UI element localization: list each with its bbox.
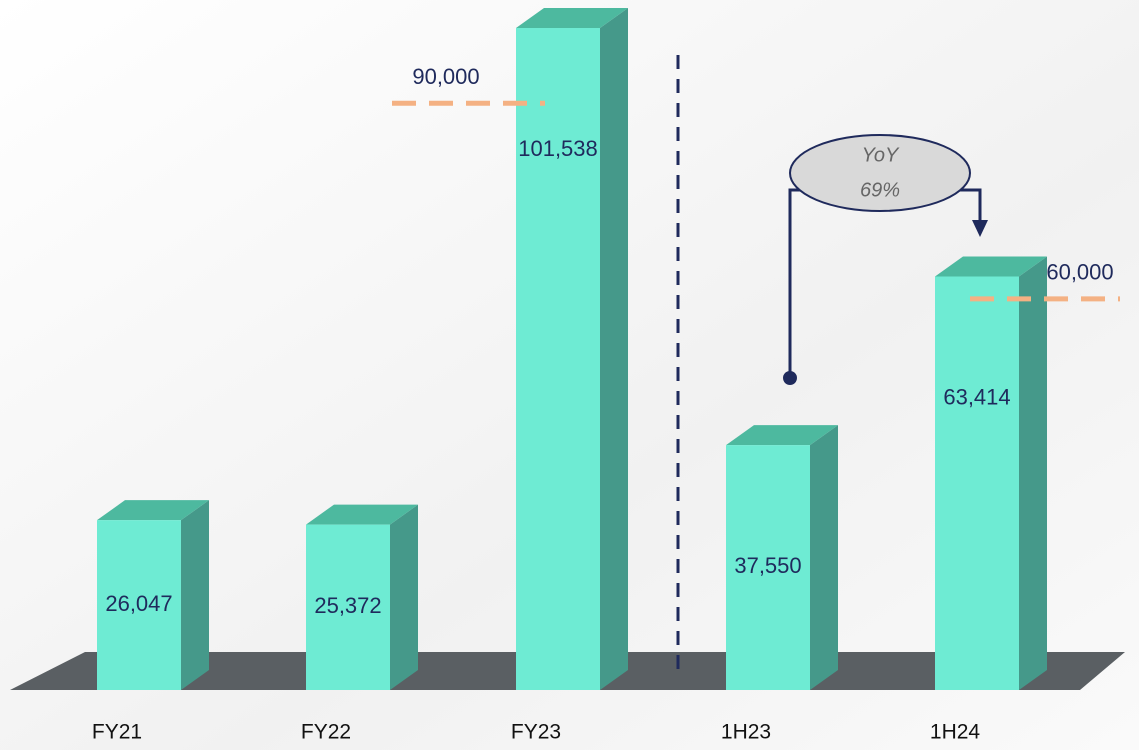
yoy-arrowhead [972, 220, 988, 237]
value-label: 63,414 [943, 384, 1010, 409]
yoy-arrow-line [960, 188, 982, 222]
bar-top [516, 8, 628, 28]
yoy-bubble [789, 134, 971, 212]
bar [97, 500, 209, 690]
bar-front [935, 276, 1019, 690]
bar-front [306, 524, 390, 690]
bar-side [1019, 256, 1047, 690]
bar [726, 425, 838, 690]
x-tick-label: FY22 [301, 721, 351, 744]
bar-top [726, 425, 838, 446]
bar-side [810, 425, 838, 690]
target-label: 90,000 [412, 64, 479, 89]
bar-side [600, 8, 628, 690]
value-label: 37,550 [734, 553, 801, 578]
bar-front [516, 28, 600, 690]
bar-top [306, 504, 418, 525]
bar-side [181, 500, 209, 690]
yoy-dot [783, 371, 797, 385]
yoy-value: 69% [860, 179, 900, 201]
bar-side [390, 504, 418, 690]
value-label: 101,538 [518, 136, 598, 161]
yoy-text: YoY [862, 144, 900, 166]
value-label: 25,372 [314, 593, 381, 618]
bar-front [97, 520, 181, 690]
bar [935, 256, 1047, 690]
bar-front [726, 445, 810, 690]
x-tick-label: 1H24 [930, 721, 981, 744]
bar [306, 504, 418, 690]
value-label: 26,047 [105, 591, 172, 616]
bar-top [935, 256, 1047, 277]
target-label: 60,000 [1046, 260, 1113, 285]
x-tick-label: FY23 [511, 721, 561, 744]
bar-top [97, 500, 209, 521]
x-tick-label: FY21 [92, 721, 142, 744]
x-tick-label: 1H23 [721, 721, 771, 744]
bar [516, 8, 628, 690]
